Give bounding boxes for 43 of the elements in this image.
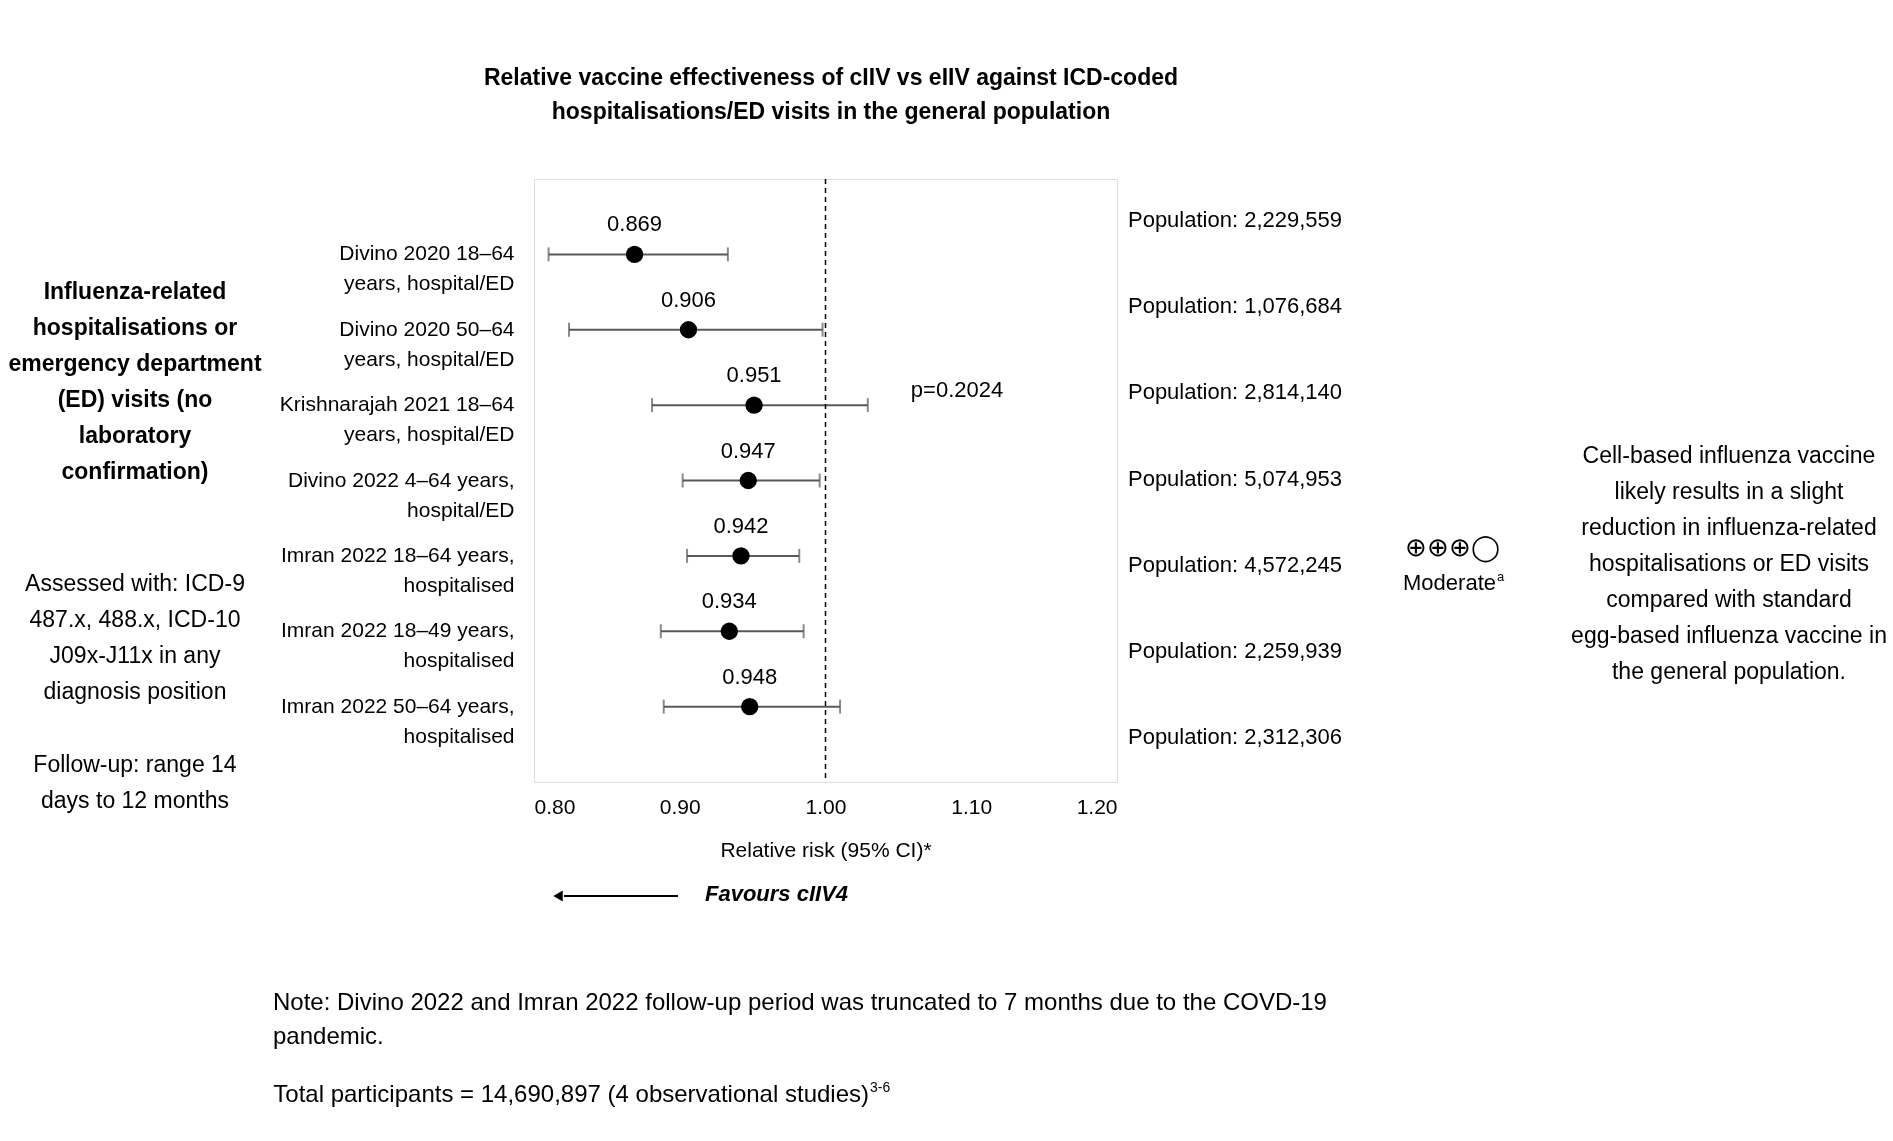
text: ⊕⊕⊕◯ — [1404, 532, 1500, 563]
x-tick-label: 1.10 — [951, 794, 993, 818]
data-label: 0.934 — [701, 588, 757, 614]
point — [679, 321, 698, 339]
point — [739, 471, 757, 490]
chart-title: Relative vaccine effectiveness of cIIV vs eIIV against ICD-coded hospitalisations/ED visits in the general population — [483, 64, 1179, 124]
text: Population: 1,076,684 — [1127, 293, 1343, 319]
point — [720, 622, 738, 640]
data-label: 0.948 — [722, 663, 778, 689]
data-label: 0.906 — [660, 286, 717, 312]
y-tick-label: Imran 2022 18–49 years, hospitalised — [281, 618, 515, 672]
annotation: p=0.2024 — [910, 377, 1004, 403]
point — [741, 697, 759, 716]
text: Population: 2,229,559 — [1127, 207, 1343, 233]
text: Population: 2,259,939 — [1127, 637, 1343, 663]
data-label: 0.942 — [713, 512, 769, 538]
text: Influenza-related hospitalisations or emergency department (ED) visits (no laboratory confirmation) — [8, 278, 262, 484]
x-tick-label: 0.90 — [659, 794, 701, 818]
x-tick-label: 1.20 — [1076, 794, 1118, 818]
text: Assessed with: ICD-9 487.x, 488.x, ICD-10 J09x-J11x in any diagnosis position — [25, 570, 245, 704]
text: Population: 2,312,306 — [1127, 723, 1343, 749]
y-tick-label: Divino 2022 4–64 years, hospital/ED — [288, 467, 515, 521]
text: Follow-up: range 14 days to 12 months — [33, 751, 237, 813]
text: Population: 4,572,245 — [1127, 551, 1343, 577]
text: Population: 2,814,140 — [1127, 379, 1343, 405]
data-label: 0.951 — [726, 362, 782, 388]
data-label: 0.947 — [720, 437, 776, 463]
y-tick-label: Imran 2022 50–64 years, hospitalised — [281, 693, 515, 747]
point — [745, 396, 763, 414]
x-tick-label: 0.80 — [534, 794, 576, 818]
y-tick-label: Divino 2020 18–64 years, hospital/ED — [339, 241, 515, 295]
x-axis-title: Relative risk (95% CI)* — [720, 837, 932, 861]
text: Note: Divino 2022 and Imran 2022 follow-up period was truncated to 7 months due to the COVD-19 pandemic. — [273, 988, 1327, 1049]
x-tick-label: 1.00 — [805, 794, 847, 818]
y-tick-label: Imran 2022 18–64 years, hospitalised — [281, 542, 515, 596]
text: Favours cIIV4 — [705, 881, 849, 906]
data-label: 0.869 — [607, 211, 663, 237]
y-tick-label: Krishnarajah 2021 18–64 years, hospital/ED — [279, 392, 515, 446]
point — [732, 547, 750, 565]
point — [625, 245, 644, 264]
text: Cell-based influenza vaccine likely results in a slight reduction in influenza-related hospitalisations or ED visits compared with standard egg-based influenza vaccine in the general population. — [1571, 442, 1887, 684]
text: Population: 5,074,953 — [1127, 465, 1343, 491]
y-tick-label: Divino 2020 50–64 years, hospital/ED — [339, 316, 515, 370]
